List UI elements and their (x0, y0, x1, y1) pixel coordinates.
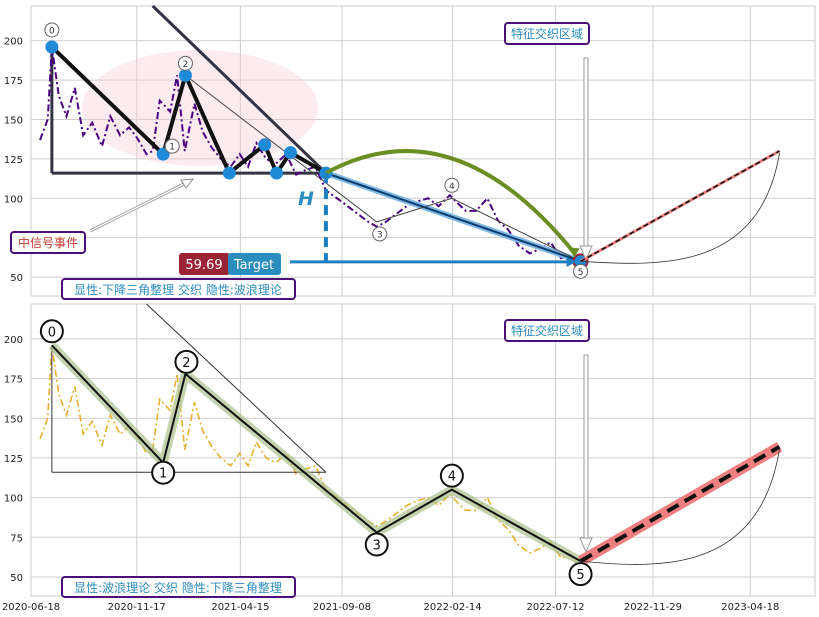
wave-label-circle (439, 463, 464, 488)
event-label: 中信号事件 (18, 235, 78, 250)
wave-label-circle (174, 349, 199, 374)
wave-label: 4 (449, 182, 455, 192)
event-arrow-head (180, 178, 195, 189)
target-badge: 59.69 Target (179, 253, 281, 275)
triangle-point-dot (178, 68, 192, 82)
triangle-point-dot (222, 166, 236, 180)
wave-label-circle (568, 562, 593, 587)
y-tick-label: 125 (4, 155, 23, 166)
wave-label-circle (164, 138, 180, 154)
wave-label-circle (39, 319, 64, 344)
y-tick-label: 175 (4, 76, 23, 87)
wave-label: 0 (48, 325, 56, 340)
triangle-resistance-line (151, 4, 327, 175)
breakdown-line (325, 172, 581, 263)
y-tick-label: 75 (10, 533, 23, 544)
wave-label: 5 (576, 568, 584, 583)
x-tick-label: 2023-04-18 (721, 602, 779, 613)
wave-label: 2 (183, 60, 189, 70)
x-tick-label: 2020-11-17 (108, 602, 166, 613)
x-tick-label: 2022-11-29 (624, 602, 682, 613)
x-tick-label: 2021-09-08 (313, 602, 371, 613)
x-tick-label: 2022-02-14 (424, 602, 482, 613)
y-tick-label: 100 (4, 494, 23, 505)
wave-line (51, 344, 582, 562)
top-caption-box: 显性:下降三角整理 交织 隐性:波浪理论 (61, 278, 296, 300)
event-box: 中信号事件 (10, 231, 86, 254)
target-label: Target (233, 258, 274, 273)
x-tick-label: 2022-07-12 (526, 602, 584, 613)
wave-label: 3 (373, 539, 381, 554)
x-tick-label: 2020-06-18 (2, 602, 60, 613)
measured-move-arc (325, 149, 577, 255)
projection-line (580, 150, 780, 263)
feature-zone-arrow-shaft (583, 57, 589, 249)
top-caption: 显性:下降三角整理 交织 隐性:波浪理论 (74, 282, 282, 297)
y-tick-label: 200 (4, 37, 23, 48)
y-tick-label: 50 (10, 573, 23, 584)
triangle-resistance-line (146, 303, 327, 473)
target-level-arrowhead (566, 256, 577, 267)
x-tick-label: 2021-04-15 (211, 602, 269, 613)
feature-zone-arrow-shaft (583, 354, 589, 541)
bottom-caption: 显性:波浪理论 交织 隐性:下降三角整理 (74, 580, 282, 595)
height-label: H (298, 188, 314, 210)
wave-label: 4 (448, 470, 456, 485)
projection-curve (580, 448, 780, 565)
y-tick-label: 150 (4, 414, 23, 425)
wave-label: 1 (169, 143, 175, 153)
top-panel: 5075100125150175200012345 (4, 4, 816, 297)
wave-thin-line (185, 74, 581, 262)
y-tick-label: 100 (4, 194, 23, 205)
bottom-feature-zone-label: 特征交织区域 (511, 323, 583, 338)
target-value: 59.69 (185, 258, 222, 273)
y-tick-label: 50 (10, 273, 23, 284)
triangle-point-dot (270, 166, 284, 180)
wave-label-circle (151, 460, 176, 485)
wave-label-circle (444, 177, 460, 193)
bottom-caption-box: 显性:波浪理论 交织 隐性:下降三角整理 (61, 576, 296, 598)
triangle-point-dot (283, 146, 297, 160)
wave-label: 5 (578, 268, 584, 278)
triangle-point-dot (258, 138, 272, 152)
top-feature-zone-label: 特征交织区域 (511, 26, 583, 41)
y-tick-label: 150 (4, 115, 23, 126)
wave-label-circle (44, 22, 60, 38)
wave-label: 1 (159, 467, 167, 482)
feature-zone-arrow-head (579, 537, 593, 554)
bottom-feature-zone-box: 特征交织区域 (504, 319, 590, 342)
feature-zone-arrow-head (579, 245, 593, 262)
projection-line (579, 445, 781, 563)
wave-label: 3 (377, 230, 383, 240)
wave-label-circle (573, 263, 589, 279)
event-arrow-inner (89, 181, 189, 232)
wave-label-circle (177, 55, 193, 71)
top-feature-zone-box: 特征交织区域 (504, 22, 590, 45)
y-tick-label: 125 (4, 454, 23, 465)
y-tick-label: 175 (4, 375, 23, 386)
triangle-point-dot (45, 40, 59, 54)
wave-label-circle (372, 226, 388, 242)
projection-curve (580, 152, 780, 264)
wave-label: 0 (49, 26, 55, 36)
measured-move-arrowhead (567, 247, 580, 258)
wave-label-circle (364, 532, 389, 557)
wave-label: 2 (182, 356, 190, 371)
y-tick-label: 200 (4, 335, 23, 346)
